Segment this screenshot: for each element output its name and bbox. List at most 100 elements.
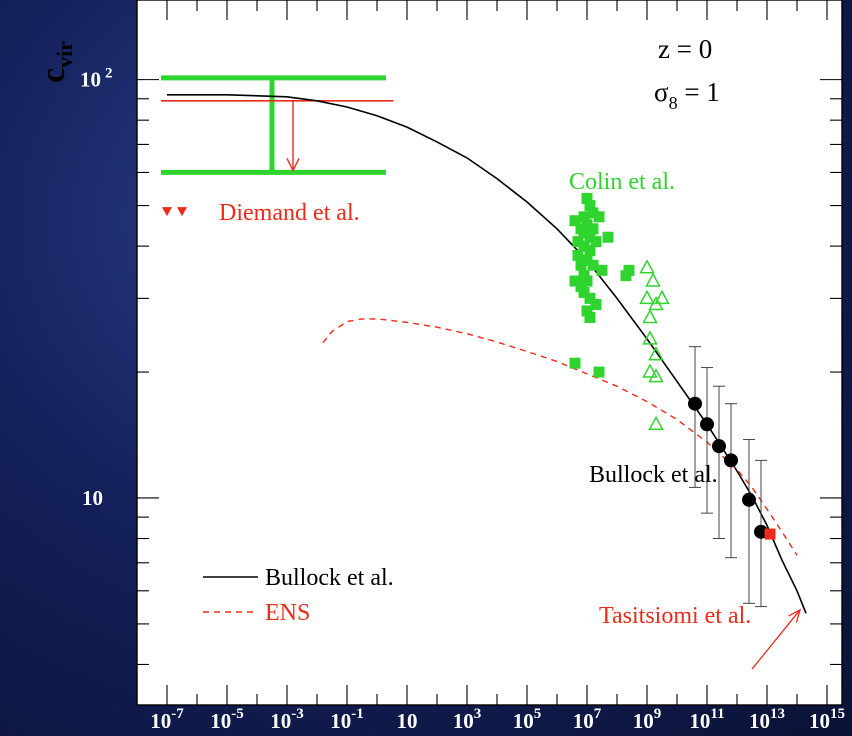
tasitsiomi-arrow-shaft: [751, 609, 801, 670]
x-tick-label: 10-3: [270, 706, 304, 733]
data-point-square: [590, 299, 602, 311]
annotation-bullock: Bullock et al.: [589, 462, 718, 488]
x-tick-label-base: 10: [210, 709, 231, 733]
data-point-square: [584, 292, 596, 304]
data-point-triangle: [648, 346, 664, 361]
y-tick-label-exp: 2: [105, 66, 113, 82]
data-point-square: [581, 192, 593, 204]
x-tick-label-exp: 15: [830, 706, 845, 722]
x-tick-label-exp: -5: [231, 706, 244, 722]
data-point-square: [581, 254, 593, 266]
data-point-square: [764, 528, 776, 540]
y-axis-label-sub: vir: [52, 41, 77, 68]
data-point-square: [593, 366, 605, 378]
data-point-square: [587, 259, 599, 271]
x-tick-label-exp: 11: [710, 706, 724, 722]
data-point-square: [590, 236, 602, 248]
data-point-square: [584, 231, 596, 243]
data-point-square: [581, 275, 593, 287]
x-tick-label-exp: -7: [171, 706, 184, 722]
data-point-square: [587, 223, 599, 235]
data-point-square: [584, 245, 596, 257]
x-tick-label-base: 10: [453, 709, 474, 733]
data-point-square: [602, 231, 614, 243]
x-tick-label-base: 10: [809, 709, 830, 733]
legend-label-ens: ENS: [265, 600, 310, 626]
x-tick-label-exp: 9: [654, 706, 662, 722]
y-tick-label: 10: [82, 486, 103, 510]
data-point-square: [578, 227, 590, 239]
data-point-circle: [700, 417, 714, 432]
param-redshift-text: z = 0: [658, 34, 712, 64]
x-tick-label: 1013: [749, 706, 785, 733]
data-point-triangle: [648, 368, 664, 383]
data-point-square: [572, 249, 584, 261]
data-point-square: [587, 207, 599, 219]
series-layer: [161, 75, 807, 670]
y-axis-label-main: c: [35, 68, 72, 83]
data-point-square: [584, 200, 596, 212]
x-tick-label-exp: -3: [291, 706, 304, 722]
data-point-square: [578, 286, 590, 298]
x-tick-label: 103: [453, 706, 482, 733]
data-point-square: [569, 215, 581, 227]
x-tick-label-exp: 5: [534, 706, 542, 722]
x-tick-label-base: 10: [513, 709, 534, 733]
data-point-triangle: [645, 272, 661, 287]
data-point-square: [569, 275, 581, 287]
x-tick-label-base: 10: [270, 709, 291, 733]
tasitsiomi-arrow-head: [788, 608, 802, 623]
data-point-square: [596, 264, 608, 276]
legend-label-bullock: Bullock et al.: [265, 565, 394, 591]
y-tick-label: 10 2: [80, 66, 113, 92]
data-point-down-triangle: [162, 207, 172, 217]
data-point-square: [575, 281, 587, 293]
plot-frame: [136, 0, 843, 706]
legend: Bullock et al. ENS: [203, 565, 394, 626]
data-point-square: [581, 219, 593, 231]
param-sigma8-value: = 1: [678, 77, 720, 107]
plot-area: [137, 0, 842, 705]
x-tick-label-base: 10: [330, 709, 351, 733]
param-box: z = 0 σ8 = 1: [654, 34, 720, 113]
data-point-circle: [688, 396, 702, 411]
data-point-down-triangle: [177, 207, 187, 217]
data-point-square: [623, 264, 635, 276]
data-point-square: [572, 236, 584, 248]
x-tick-label-exp: 3: [474, 706, 482, 722]
data-point-square: [584, 312, 596, 324]
x-tick-label: 10: [397, 709, 418, 733]
y-tick-label-base: 10: [80, 68, 101, 92]
x-tick-label: 1015: [809, 706, 845, 733]
data-point-circle: [712, 439, 726, 454]
data-point-circle: [742, 492, 756, 507]
data-point-circle: [724, 453, 738, 468]
x-tick-label: 107: [573, 706, 602, 733]
data-point-square: [569, 357, 581, 369]
x-tick-label-base: 10: [689, 709, 710, 733]
data-point-triangle: [654, 289, 670, 305]
data-point-square: [575, 259, 587, 271]
x-tick-label: 105: [513, 706, 542, 733]
annotation-colin: Colin et al.: [569, 169, 675, 195]
data-point-triangle: [642, 308, 658, 324]
param-redshift: z = 0: [658, 34, 712, 64]
data-point-triangle: [642, 363, 658, 378]
data-point-triangle: [639, 289, 655, 305]
series-line-ens: [322, 318, 798, 556]
x-tick-labels: 10-7 10-5 10-3 10-1 10 103 105 107 109 1011 1013 10…: [150, 706, 845, 733]
x-tick-label-base: 10: [150, 709, 171, 733]
param-sigma8-symbol: σ: [654, 77, 669, 107]
x-tick-label-exp: 7: [594, 706, 602, 722]
x-tick-label: 10-7: [150, 706, 184, 733]
x-tick-label: 10-1: [330, 706, 364, 733]
annotation-diemand: Diemand et al.: [219, 200, 360, 226]
data-point-triangle: [648, 415, 664, 431]
param-sigma8: σ8 = 1: [654, 77, 720, 113]
x-tick-label-exp: 13: [770, 706, 785, 722]
y-tick-labels: 10 210: [80, 66, 113, 510]
data-point-triangle: [639, 259, 655, 274]
x-tick-label-base: 10: [397, 709, 418, 733]
axis-ticks: [137, 0, 842, 705]
